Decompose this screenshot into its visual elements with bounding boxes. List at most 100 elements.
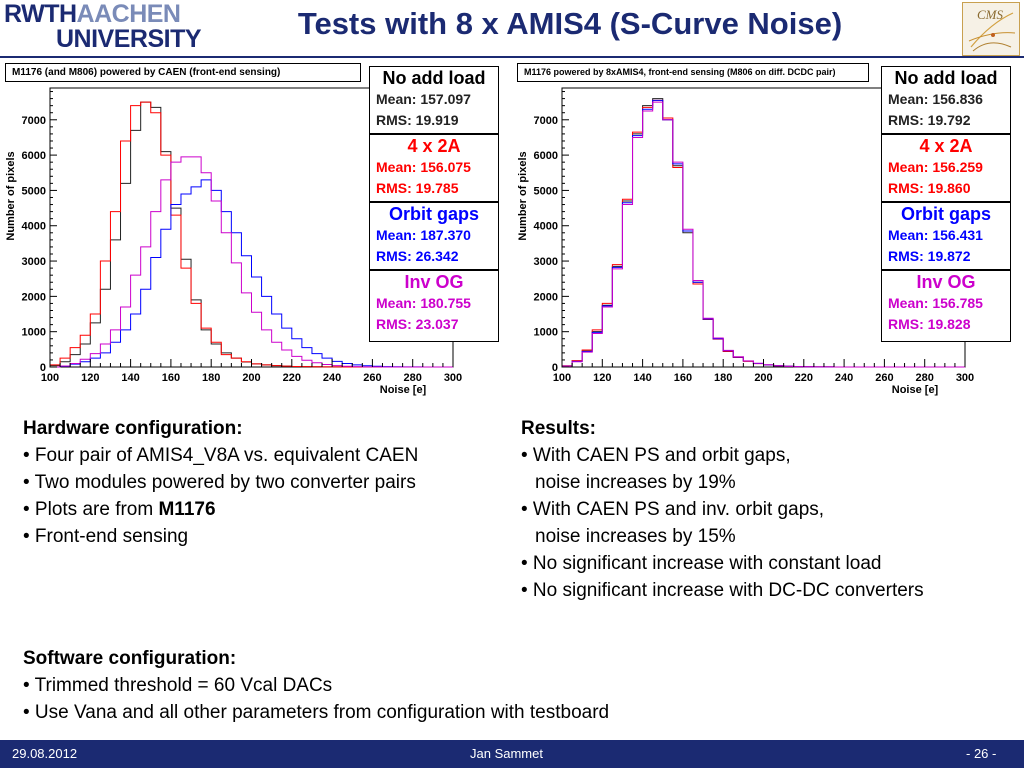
rms-label: RMS: xyxy=(376,248,412,264)
x-tick-label: 140 xyxy=(121,372,139,384)
y-axis-title: Number of pixels xyxy=(517,151,529,240)
hardware-item: • Front-end sensing xyxy=(23,526,189,547)
x-axis-title: Noise [e] xyxy=(380,384,427,396)
statbox-left-no-add-load: No add load Mean: 157.097 RMS: 19.919 xyxy=(369,66,499,134)
cms-logo: CMS xyxy=(962,2,1020,56)
statbox-title: 4 x 2A xyxy=(919,136,973,156)
mean-value: 180.755 xyxy=(420,295,471,311)
y-tick-label: 3000 xyxy=(22,256,46,268)
logo-university: UNIVERSITY xyxy=(56,25,202,53)
y-tick-label: 3000 xyxy=(534,256,558,268)
rms-label: RMS: xyxy=(888,112,924,128)
statbox-title: No add load xyxy=(382,68,486,88)
y-tick-label: 2000 xyxy=(22,291,46,303)
y-tick-label: 7000 xyxy=(534,115,558,127)
hardware-heading: Hardware configuration: xyxy=(23,418,243,439)
mean-value: 157.097 xyxy=(420,91,471,107)
statbox-right-4x2a: 4 x 2A Mean: 156.259 RMS: 19.860 xyxy=(881,134,1011,202)
statbox-title: Inv OG xyxy=(916,272,976,292)
logo-rwth: RWTH xyxy=(4,0,77,28)
y-tick-label: 7000 xyxy=(22,115,46,127)
mean-label: Mean: xyxy=(376,91,417,107)
mean-value: 156.785 xyxy=(932,295,983,311)
rms-label: RMS: xyxy=(888,180,924,196)
footer-page-number: - 26 - xyxy=(966,746,997,761)
chart-panel-right: 0 1000 2000 3000 4000 5000 6000 7000 100 120 140 16… xyxy=(512,62,1012,400)
mean-label: Mean: xyxy=(376,159,417,175)
software-item: • Use Vana and all other parameters from… xyxy=(23,702,610,723)
results-line: noise increases by 19% xyxy=(535,472,736,493)
software-item: • Trimmed threshold = 60 Vcal DACs xyxy=(23,675,333,696)
x-tick-label: 300 xyxy=(956,372,974,384)
rms-value: 19.785 xyxy=(415,180,459,196)
mean-value: 187.370 xyxy=(420,227,471,243)
x-tick-label: 200 xyxy=(754,372,772,384)
results-line: • With CAEN PS and inv. orbit gaps, xyxy=(521,499,825,520)
software-heading: Software configuration: xyxy=(23,648,237,669)
footer-date: 29.08.2012 xyxy=(12,746,78,761)
mean-label: Mean: xyxy=(376,295,417,311)
x-tick-label: 280 xyxy=(404,372,422,384)
statbox-right-no-add-load: No add load Mean: 156.836 RMS: 19.792 xyxy=(881,66,1011,134)
hardware-item: • Plots are from M1176 xyxy=(23,496,513,523)
y-tick-label: 5000 xyxy=(534,185,558,197)
rms-value: 23.037 xyxy=(415,316,459,332)
mean-value: 156.075 xyxy=(420,159,471,175)
x-tick-label: 260 xyxy=(875,372,893,384)
header-divider xyxy=(0,56,1024,58)
x-tick-label: 220 xyxy=(795,372,813,384)
x-tick-label: 300 xyxy=(444,372,462,384)
x-tick-label: 120 xyxy=(593,372,611,384)
statbox-left-orbit-gaps: Orbit gaps Mean: 187.370 RMS: 26.342 xyxy=(369,202,499,270)
rms-value: 19.792 xyxy=(927,112,971,128)
x-tick-label: 160 xyxy=(162,372,180,384)
mean-label: Mean: xyxy=(888,159,929,175)
mean-value: 156.431 xyxy=(932,227,983,243)
results-line: • With CAEN PS and orbit gaps, xyxy=(521,445,791,466)
statbox-title: Orbit gaps xyxy=(900,204,991,224)
rms-label: RMS: xyxy=(376,316,412,332)
cms-logo-text: CMS xyxy=(977,7,1003,22)
x-tick-label: 100 xyxy=(41,372,59,384)
mean-label: Mean: xyxy=(376,227,417,243)
statbox-right-inv-og: Inv OG Mean: 156.785 RMS: 19.828 xyxy=(881,270,1011,342)
statbox-right-orbit-gaps: Orbit gaps Mean: 156.431 RMS: 19.872 xyxy=(881,202,1011,270)
rms-value: 26.342 xyxy=(415,248,459,264)
hardware-config: Hardware configuration: • Four pair of A… xyxy=(23,415,513,550)
y-tick-label: 6000 xyxy=(22,150,46,162)
rms-value: 19.828 xyxy=(927,316,971,332)
y-tick-label: 0 xyxy=(40,362,46,374)
slide-title: Tests with 8 x AMIS4 (S-Curve Noise) xyxy=(297,6,843,41)
x-tick-label: 200 xyxy=(242,372,260,384)
results: Results: • With CAEN PS and orbit gaps, … xyxy=(521,415,1021,604)
chart-title-right: M1176 powered by 8xAMIS4, front-end sens… xyxy=(517,63,869,82)
y-tick-label: 5000 xyxy=(22,185,46,197)
rms-value: 19.919 xyxy=(415,112,459,128)
statbox-title: Inv OG xyxy=(404,272,464,292)
y-tick-label: 6000 xyxy=(534,150,558,162)
x-tick-label: 260 xyxy=(363,372,381,384)
rms-label: RMS: xyxy=(376,180,412,196)
mean-label: Mean: xyxy=(888,295,929,311)
chart-panel-left: 0 1000 2000 3000 4000 5000 6000 7000 100 120 140 16… xyxy=(0,62,500,400)
rms-value: 19.872 xyxy=(927,248,971,264)
statbox-left-4x2a: 4 x 2A Mean: 156.075 RMS: 19.785 xyxy=(369,134,499,202)
y-tick-label: 4000 xyxy=(22,221,46,233)
x-tick-label: 240 xyxy=(835,372,853,384)
y-tick-label: 2000 xyxy=(534,291,558,303)
results-line: • No significant increase with DC-DC con… xyxy=(521,580,924,601)
software-config: Software configuration: • Trimmed thresh… xyxy=(23,645,923,726)
rms-value: 19.860 xyxy=(927,180,971,196)
mean-label: Mean: xyxy=(888,91,929,107)
x-tick-label: 180 xyxy=(714,372,732,384)
hardware-item-text: • Plots are from xyxy=(23,499,159,520)
results-heading: Results: xyxy=(521,418,596,439)
x-tick-label: 140 xyxy=(633,372,651,384)
slide-header: RWTHAACHEN UNIVERSITY Tests with 8 x AMI… xyxy=(0,0,1024,56)
rwth-logo: RWTHAACHEN UNIVERSITY xyxy=(4,0,202,53)
footer-author: Jan Sammet xyxy=(470,746,543,761)
hardware-item: • Two modules powered by two converter p… xyxy=(23,472,416,493)
statbox-title: 4 x 2A xyxy=(407,136,461,156)
x-tick-label: 280 xyxy=(916,372,934,384)
mean-label: Mean: xyxy=(888,227,929,243)
